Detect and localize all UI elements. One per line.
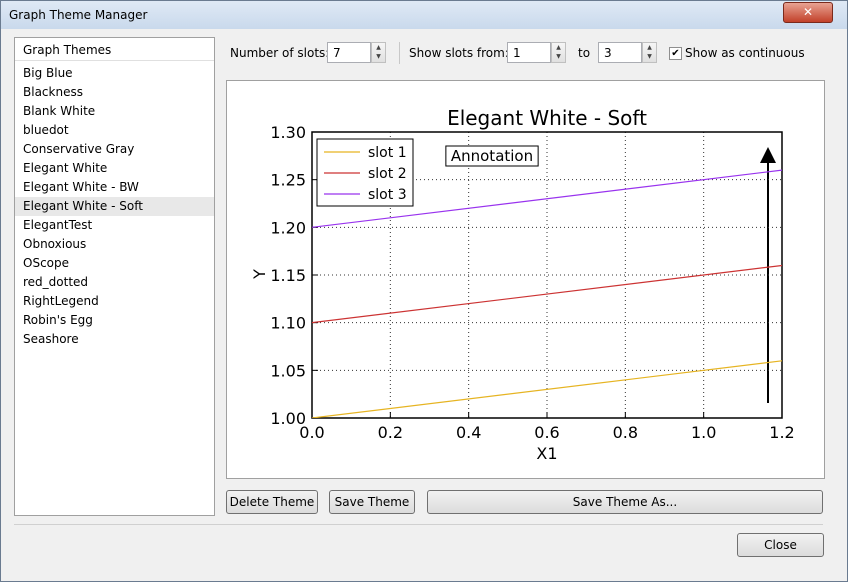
x-tick-label: 1.0 — [691, 423, 716, 442]
to-spinner[interactable]: ▲ ▼ — [642, 42, 657, 63]
slots-spinner[interactable]: ▲ ▼ — [371, 42, 386, 63]
y-tick-label: 1.10 — [270, 314, 306, 333]
y-tick-label: 1.00 — [270, 409, 306, 428]
save-theme-button[interactable]: Save Theme — [329, 490, 415, 514]
from-label: Show slots from: — [409, 46, 509, 60]
to-input[interactable]: 3 — [598, 42, 642, 63]
theme-item[interactable]: ElegantTest — [23, 218, 93, 232]
theme-item[interactable]: Big Blue — [23, 66, 73, 80]
slots-input[interactable]: 7 — [327, 42, 371, 63]
theme-item[interactable]: Blackness — [23, 85, 83, 99]
save-theme-as-button[interactable]: Save Theme As... — [427, 490, 823, 514]
theme-item[interactable]: bluedot — [23, 123, 69, 137]
separator — [399, 42, 400, 64]
x-tick-label: 0.6 — [534, 423, 559, 442]
y-tick-label: 1.15 — [270, 266, 306, 285]
theme-item[interactable]: red_dotted — [23, 275, 89, 289]
delete-theme-button[interactable]: Delete Theme — [226, 490, 318, 514]
separator — [14, 524, 823, 525]
list-header: Graph Themes — [15, 38, 214, 61]
chart-title: Elegant White - Soft — [447, 106, 647, 130]
theme-list[interactable]: Graph Themes Big Blue Blackness Blank Whit… — [14, 37, 215, 516]
annotation: Annotation — [451, 147, 533, 165]
x-tick-label: 0.8 — [613, 423, 638, 442]
theme-item[interactable]: Obnoxious — [23, 237, 87, 251]
close-button[interactable]: Close — [737, 533, 824, 557]
continuous-label: Show as continuous — [685, 46, 805, 60]
close-window-button[interactable]: ✕ — [783, 2, 833, 23]
y-axis-label: Y — [250, 269, 269, 280]
theme-item[interactable]: Seashore — [23, 332, 79, 346]
theme-item[interactable]: Elegant White - Soft — [15, 197, 214, 216]
y-tick-label: 1.05 — [270, 361, 306, 380]
from-input[interactable]: 1 — [507, 42, 551, 63]
series-line — [312, 360, 782, 418]
arrow-head — [760, 147, 776, 163]
continuous-checkbox[interactable]: ✔ — [669, 47, 682, 60]
y-tick-label: 1.25 — [270, 171, 306, 190]
series-line — [312, 264, 782, 324]
window-title: Graph Theme Manager — [9, 8, 148, 22]
title-bar — [1, 1, 847, 29]
chart-panel: Elegant White - Soft X1 Y 1.00 1.05 1.10 1.… — [226, 80, 825, 479]
x-tick-label: 0.4 — [456, 423, 481, 442]
theme-item[interactable]: Elegant White - BW — [23, 180, 139, 194]
x-tick-label: 0.2 — [378, 423, 403, 442]
slots-label: Number of slots: — [230, 46, 330, 60]
legend-label: slot 1 — [368, 145, 407, 161]
series-line — [312, 169, 782, 228]
legend-label: slot 2 — [368, 166, 407, 182]
x-tick-label: 1.2 — [769, 423, 794, 442]
x-tick-label: 0.0 — [299, 423, 324, 442]
theme-item[interactable]: Elegant White — [23, 161, 108, 175]
theme-item[interactable]: Blank White — [23, 104, 96, 118]
theme-item[interactable]: RightLegend — [23, 294, 99, 308]
from-spinner[interactable]: ▲ ▼ — [551, 42, 566, 63]
y-tick-label: 1.30 — [270, 123, 306, 142]
x-axis-label: X1 — [536, 444, 557, 463]
annotation-box — [445, 145, 539, 167]
theme-item[interactable]: OScope — [23, 256, 70, 270]
to-label: to — [578, 46, 591, 60]
plot-frame — [311, 131, 783, 419]
theme-item[interactable]: Conservative Gray — [23, 142, 135, 156]
legend-label: slot 3 — [368, 187, 407, 203]
theme-item[interactable]: Robin's Egg — [23, 313, 93, 327]
y-tick-label: 1.20 — [270, 218, 306, 237]
chart: Elegant White - Soft X1 Y 1.00 1.05 1.10 1.… — [250, 106, 795, 463]
